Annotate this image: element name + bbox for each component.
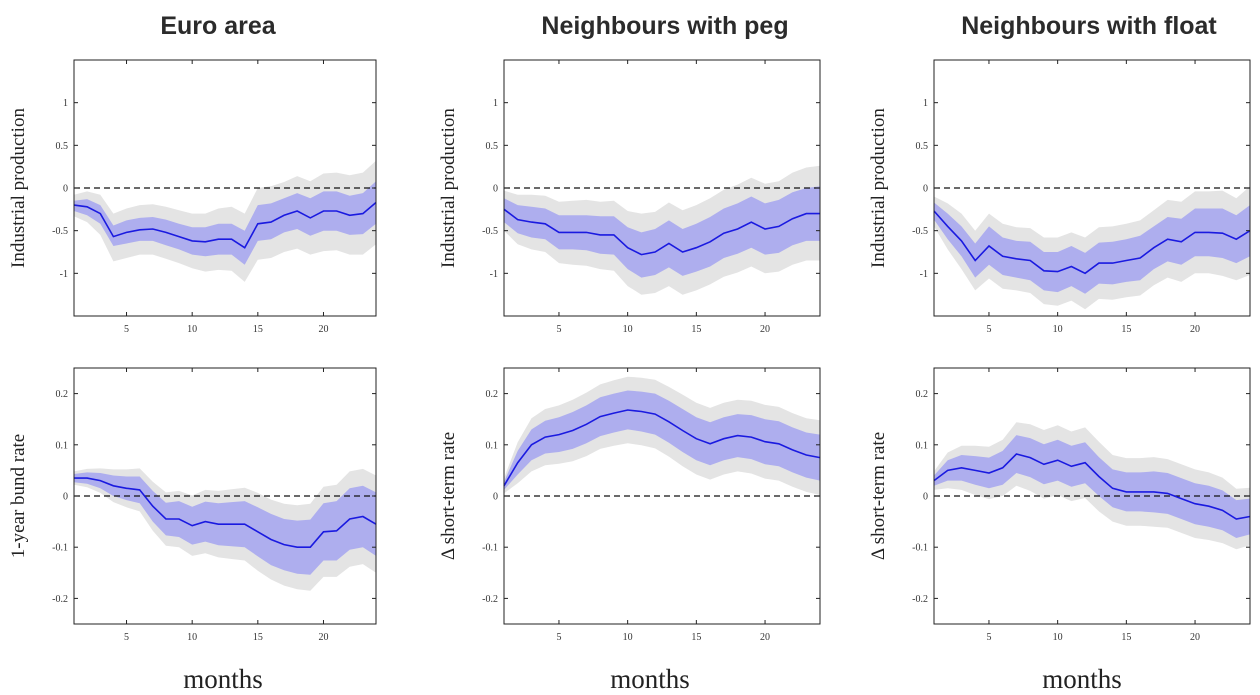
confidence-band-inner (504, 390, 820, 490)
y-tick-label: -0.5 (52, 226, 68, 237)
y-tick-label: -1 (60, 269, 68, 280)
x-tick-label: 5 (556, 324, 561, 335)
xlabel-peg: months (610, 664, 690, 694)
x-tick-label: 10 (623, 324, 633, 335)
x-tick-label: 15 (691, 324, 701, 335)
y-tick-label: -1 (490, 269, 498, 280)
x-tick-label: 20 (760, 632, 770, 643)
panel-float-industrial-production: 5 10 15 20 -1 -0.5 0 0.5 1 Industrial production (868, 59, 1251, 335)
y-tick-label: 1 (923, 98, 928, 109)
x-tick-label: 5 (986, 324, 991, 335)
y-tick-label: -0.1 (52, 543, 68, 554)
confidence-band-inner (934, 202, 1250, 294)
x-tick-label: 5 (556, 632, 561, 643)
y-tick-label: -0.2 (52, 594, 68, 605)
x-tick-label: 15 (1121, 632, 1131, 643)
y-tick-label: 0 (923, 184, 928, 195)
xlabel-float: months (1042, 664, 1122, 694)
impulse-response-line (933, 210, 1251, 275)
y-tick-label: -0.5 (482, 226, 498, 237)
column-title-float: Neighbours with float (961, 12, 1217, 40)
y-tick-label: -0.2 (912, 594, 928, 605)
x-tick-label: 20 (1190, 324, 1200, 335)
x-tick-label: 15 (253, 324, 263, 335)
y-axis-label: Δ short-term rate (868, 432, 889, 560)
panel-euro-area-industrial-production: 5 10 15 20 -1 -0.5 0 0.5 1 Industrial production (8, 59, 377, 335)
confidence-band-outer (74, 160, 376, 282)
y-axis-label: Industrial production (8, 108, 29, 268)
panel-euro-area-bund-rate: 5 10 15 20 -0.2 -0.1 0 0.1 0.2 1-year bund rate (8, 367, 377, 643)
y-tick-label: -1 (920, 269, 928, 280)
y-tick-label: 1 (493, 98, 498, 109)
impulse-response-line (933, 453, 1251, 520)
x-tick-label: 10 (623, 632, 633, 643)
x-tick-label: 5 (124, 324, 129, 335)
y-tick-label: 0.1 (916, 440, 929, 451)
y-axis-label: Δ short-term rate (438, 432, 459, 560)
impulse-response-line (503, 208, 820, 256)
confidence-band-inner (504, 186, 820, 278)
x-tick-label: 10 (1053, 632, 1063, 643)
y-tick-label: -0.2 (482, 594, 498, 605)
y-tick-label: 0.2 (56, 389, 69, 400)
y-tick-label: 0.2 (486, 389, 499, 400)
y-tick-label: 1 (63, 98, 68, 109)
y-tick-label: 0.1 (486, 440, 499, 451)
x-tick-label: 15 (1121, 324, 1131, 335)
x-tick-label: 20 (318, 632, 328, 643)
xlabel-euro-area: months (183, 664, 263, 694)
y-tick-label: 0 (493, 492, 498, 503)
x-tick-label: 20 (318, 324, 328, 335)
confidence-band-inner (934, 435, 1250, 538)
x-tick-label: 10 (187, 632, 197, 643)
panel-peg-industrial-production: 5 10 15 20 -1 -0.5 0 0.5 1 Industrial production (438, 59, 821, 335)
y-axis-label: Industrial production (868, 108, 889, 268)
panel-peg-short-term-rate: 5 10 15 20 -0.2 -0.1 0 0.1 0.2 Δ short-term rate (438, 367, 821, 643)
x-tick-label: 20 (760, 324, 770, 335)
impulse-response-line (74, 477, 377, 549)
y-tick-label: -0.1 (482, 543, 498, 554)
impulse-response-line (503, 409, 821, 487)
x-tick-label: 10 (1053, 324, 1063, 335)
confidence-band-inner (74, 181, 376, 265)
y-axis-label: Industrial production (438, 108, 459, 268)
x-tick-label: 15 (691, 632, 701, 643)
y-tick-label: 0.1 (56, 440, 69, 451)
panel-float-short-term-rate: 5 10 15 20 -0.2 -0.1 0 0.1 0.2 Δ short-term rate (868, 367, 1251, 643)
y-tick-label: 0.5 (916, 141, 929, 152)
impulse-response-line (73, 201, 377, 249)
y-tick-label: 0.2 (916, 389, 929, 400)
x-tick-label: 5 (124, 632, 129, 643)
x-tick-label: 5 (986, 632, 991, 643)
column-title-peg: Neighbours with peg (541, 12, 788, 40)
y-tick-label: 0 (493, 184, 498, 195)
x-tick-label: 15 (253, 632, 263, 643)
y-tick-label: 0 (63, 492, 68, 503)
column-title-euro-area: Euro area (160, 12, 276, 40)
y-tick-label: 0.5 (486, 141, 499, 152)
y-tick-label: -0.1 (912, 543, 928, 554)
y-tick-label: 0.5 (56, 141, 69, 152)
y-tick-label: 0 (63, 184, 68, 195)
x-tick-label: 10 (187, 324, 197, 335)
x-tick-label: 20 (1190, 632, 1200, 643)
y-axis-label: 1-year bund rate (8, 434, 29, 559)
y-tick-label: 0 (923, 492, 928, 503)
y-tick-label: -0.5 (912, 226, 928, 237)
